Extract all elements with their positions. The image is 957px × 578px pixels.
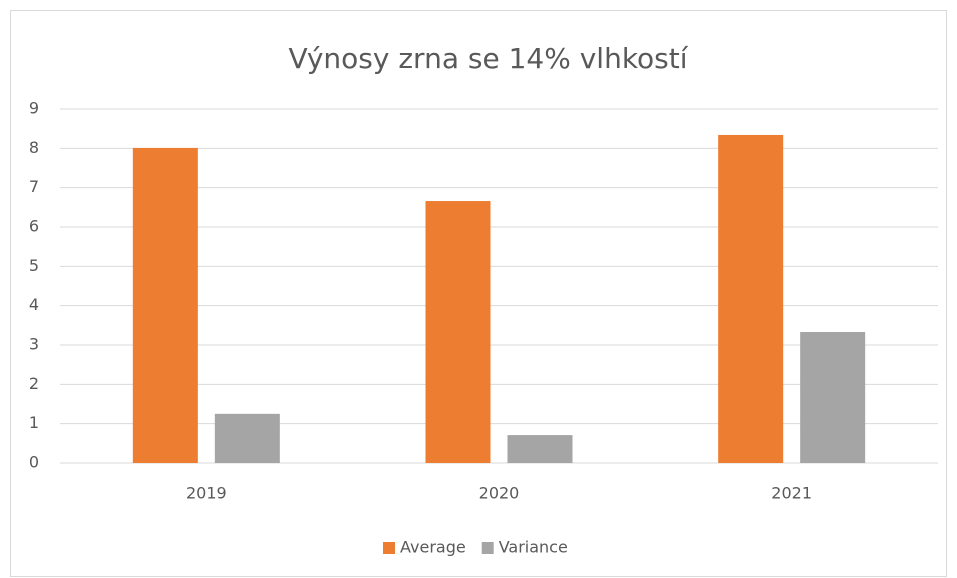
legend-label: Average [400, 538, 466, 557]
bar [132, 147, 198, 463]
legend-swatch [481, 542, 494, 554]
chart-title: Výnosy zrna se 14% vlhkostí [288, 42, 688, 75]
bar [425, 201, 491, 464]
x-tick-label: 2020 [479, 484, 520, 503]
y-tick-label: 8 [29, 138, 39, 157]
y-tick-label: 4 [29, 295, 39, 314]
y-tick-label: 5 [29, 256, 39, 275]
y-tick-label: 9 [29, 99, 39, 118]
bar [214, 413, 280, 463]
bar [800, 332, 866, 463]
legend-label: Variance [499, 538, 568, 557]
y-tick-label: 6 [29, 217, 39, 236]
y-tick-label: 7 [29, 177, 39, 196]
legend-swatch [383, 542, 395, 554]
x-tick-label: 2019 [186, 484, 227, 503]
bar [718, 134, 784, 463]
x-tick-label: 2021 [771, 484, 812, 503]
bar [507, 435, 573, 463]
y-tick-label: 2 [29, 374, 39, 393]
y-tick-label: 0 [29, 453, 39, 472]
y-tick-label: 1 [29, 413, 39, 432]
y-tick-label: 3 [29, 335, 39, 354]
